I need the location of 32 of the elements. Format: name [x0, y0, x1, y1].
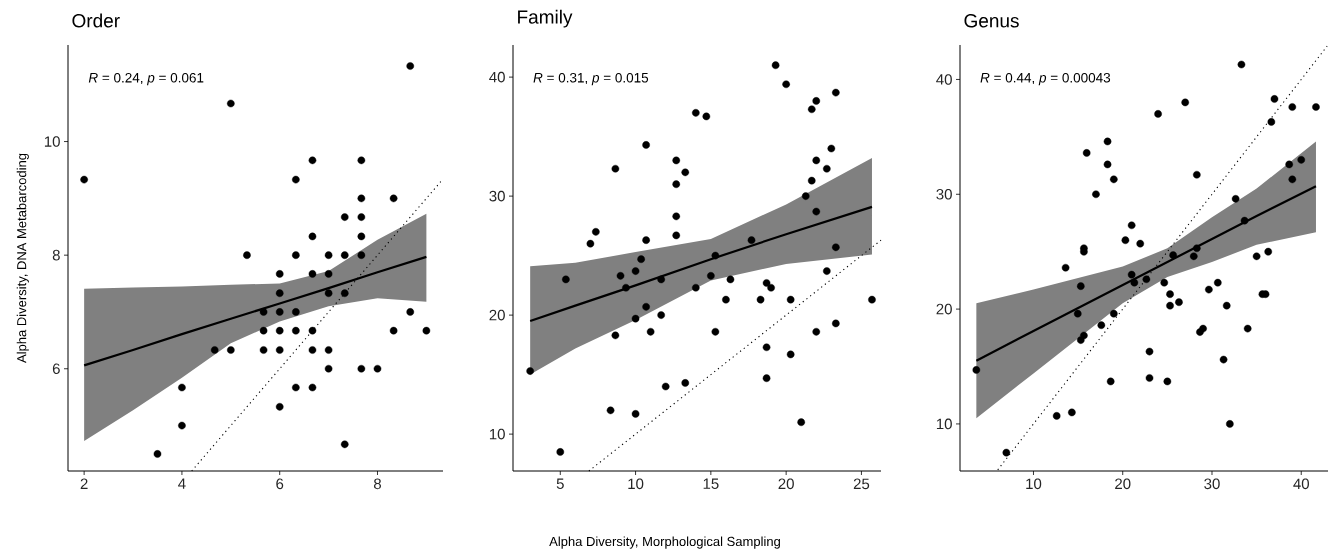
y-tick-label: 40: [936, 74, 952, 85]
x-axis-title: Alpha Diversity, Morphological Sampling: [549, 536, 780, 549]
x-tick-label: 2: [80, 478, 88, 489]
x-tick-label: 20: [1115, 478, 1131, 490]
x-tick-label: 6: [276, 478, 284, 490]
annotation: R = 0.44, p = 0.00043: [980, 72, 1111, 86]
x-tick-label: 25: [853, 478, 870, 490]
chart-title: Family: [518, 9, 573, 28]
x-tick-label: 4: [178, 478, 186, 489]
annotation: R = 0.31, p = 0.015: [533, 72, 649, 86]
y-tick-label: 8: [52, 249, 60, 261]
x-tick-label: 40: [1293, 478, 1309, 490]
x-tick-label: 10: [628, 478, 644, 490]
x-tick-label: 20: [778, 478, 794, 490]
y-tick-label: 20: [936, 303, 952, 315]
y-tick-label: 30: [489, 190, 505, 202]
y-tick-label: 30: [936, 188, 952, 200]
x-tick-label: 30: [1204, 478, 1220, 490]
y-tick-label: 6: [52, 363, 60, 375]
chart-title: Genus: [964, 14, 1019, 28]
annotation: R = 0.24, p = 0.061: [88, 72, 204, 86]
y-tick-label: 10: [44, 136, 60, 147]
x-tick-label: 8: [373, 478, 382, 490]
y-tick-label: 20: [489, 309, 505, 321]
y-tick-label: 10: [936, 418, 952, 430]
y-axis-title: Alpha Diversity, DNA Metabarcoding: [16, 153, 29, 363]
chart-title: Order: [72, 13, 120, 28]
y-tick-label: 40: [489, 71, 505, 83]
x-tick-label: 5: [556, 478, 564, 489]
y-tick-label: 10: [489, 428, 505, 440]
x-tick-label: 10: [1026, 478, 1042, 490]
x-tick-label: 15: [703, 478, 719, 489]
